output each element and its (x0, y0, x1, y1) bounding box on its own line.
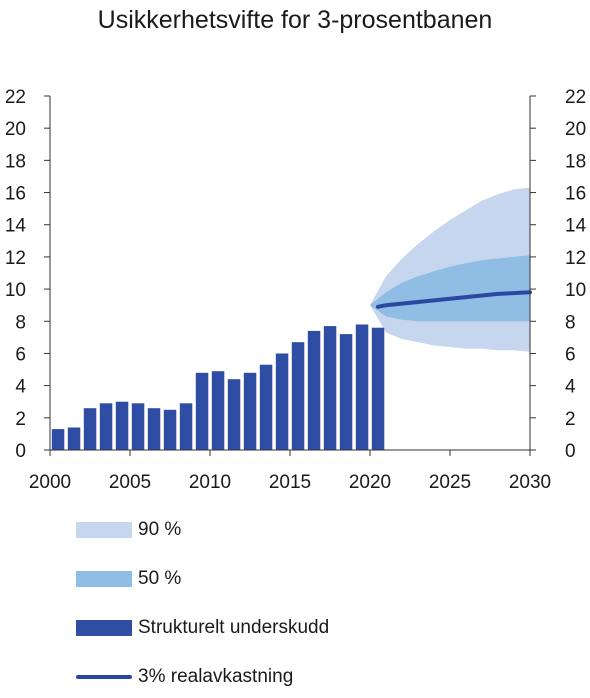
legend-swatch-90 (76, 522, 132, 538)
bar-2013 (259, 364, 273, 450)
x-tick-label-2015: 2015 (269, 472, 311, 493)
y-tick-label-left-20: 20 (5, 119, 26, 140)
y-tick-label-left-2: 2 (15, 409, 26, 430)
legend-item-line: 3% realavkastning (76, 665, 556, 689)
line-3pct-realavkastning (376, 290, 532, 309)
y-tick-label-right-20: 20 (565, 119, 586, 140)
y-tick-label-left-4: 4 (15, 377, 26, 398)
legend-swatch-line (76, 675, 132, 679)
y-tick-label-left-12: 12 (5, 248, 26, 269)
y-tick-label-right-6: 6 (565, 344, 576, 365)
bar-2018 (339, 334, 353, 450)
bar-2005 (131, 403, 145, 450)
bar-2020 (371, 327, 385, 450)
chart-title: Usikkerhetsvifte for 3-prosentbanen (97, 6, 493, 34)
y-tick-label-right-18: 18 (565, 151, 586, 172)
bar-2001 (67, 427, 81, 450)
bar-2004 (115, 401, 129, 450)
bar-2008 (179, 403, 193, 450)
y-tick-label-right-8: 8 (565, 312, 576, 333)
y-tick-label-left-14: 14 (5, 216, 27, 237)
bar-2010 (211, 371, 225, 450)
y-tick-label-left-0: 0 (15, 441, 26, 462)
bar-2016 (307, 330, 321, 450)
bar-2014 (275, 353, 289, 450)
bar-2011 (227, 379, 241, 450)
y-tick-label-right-4: 4 (565, 377, 576, 398)
y-tick-label-left-6: 6 (15, 344, 26, 365)
x-tick-label-2020: 2020 (349, 472, 391, 493)
legend-item-90: 90 % (76, 518, 556, 542)
legend-item-bars: Strukturelt underskudd (76, 616, 556, 640)
y-tick-label-right-14: 14 (565, 216, 587, 237)
bar-2006 (147, 408, 161, 450)
y-tick-label-right-12: 12 (565, 248, 586, 269)
y-tick-label-right-22: 22 (565, 87, 586, 108)
y-tick-label-left-18: 18 (5, 151, 26, 172)
y-tick-label-left-8: 8 (15, 312, 26, 333)
legend-swatch-bars (76, 620, 132, 636)
x-tick-label-2000: 2000 (29, 472, 71, 493)
y-tick-label-right-16: 16 (565, 184, 586, 205)
x-tick-label-2010: 2010 (189, 472, 231, 493)
bar-2009 (195, 372, 209, 450)
x-tick-label-2025: 2025 (429, 472, 471, 493)
legend-label-50: 50 % (138, 568, 182, 589)
bar-2002 (83, 408, 97, 450)
legend-label-90: 90 % (138, 519, 182, 540)
y-tick-label-right-10: 10 (565, 280, 586, 301)
x-tick-label-2005: 2005 (109, 472, 151, 493)
bar-2012 (243, 372, 257, 450)
y-tick-label-left-10: 10 (5, 280, 26, 301)
bar-2007 (163, 409, 177, 450)
y-tick-label-left-16: 16 (5, 184, 26, 205)
y-tick-label-right-2: 2 (565, 409, 576, 430)
legend-label-line: 3% realavkastning (138, 666, 294, 687)
bar-2003 (99, 403, 113, 450)
bar-2015 (291, 342, 305, 450)
legend-swatch-50 (76, 571, 132, 587)
x-tick-label-2030: 2030 (509, 472, 551, 493)
legend-item-50: 50 % (76, 567, 556, 591)
bar-2000 (51, 429, 65, 450)
bar-2017 (323, 326, 337, 450)
bar-2019 (355, 324, 369, 450)
y-tick-label-left-22: 22 (5, 87, 26, 108)
legend-label-bars: Strukturelt underskudd (138, 617, 330, 638)
y-tick-label-right-0: 0 (565, 441, 576, 462)
